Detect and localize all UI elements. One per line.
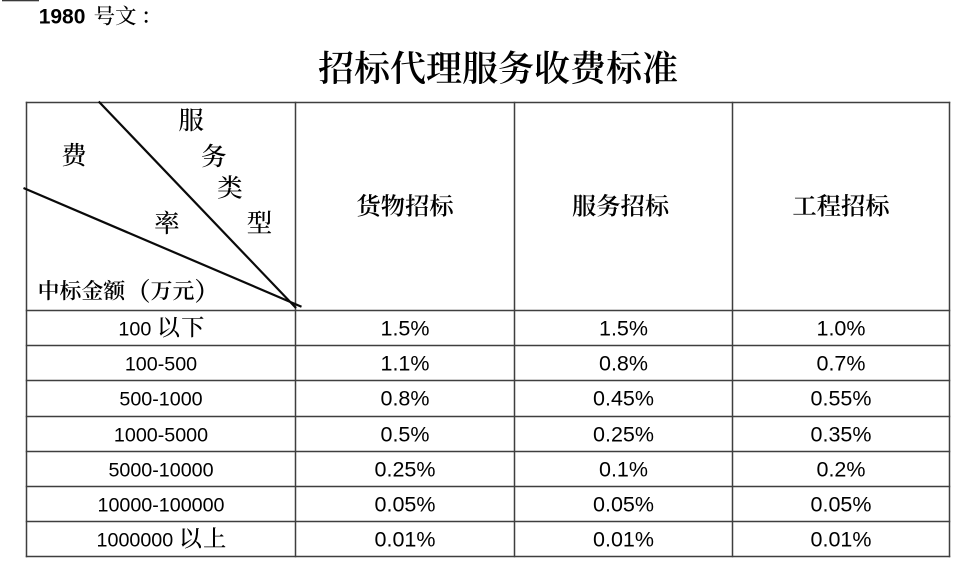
svg-text:1000-5000: 1000-5000	[114, 425, 208, 447]
svg-text:0.8%: 0.8%	[599, 352, 648, 376]
svg-text:0.05%: 0.05%	[375, 493, 436, 517]
svg-text:100: 100	[118, 319, 151, 341]
svg-text:0.7%: 0.7%	[816, 352, 865, 376]
svg-text:100-500: 100-500	[125, 354, 197, 376]
svg-text:0.55%: 0.55%	[811, 387, 872, 411]
svg-text:0.25%: 0.25%	[375, 458, 436, 482]
svg-text:0.1%: 0.1%	[599, 458, 648, 482]
svg-text:0.01%: 0.01%	[593, 528, 654, 552]
svg-text:0.05%: 0.05%	[811, 493, 872, 517]
svg-text:0.05%: 0.05%	[593, 493, 654, 517]
svg-text:0.01%: 0.01%	[375, 528, 436, 552]
svg-text:10000-100000: 10000-100000	[98, 495, 225, 517]
svg-text:0.01%: 0.01%	[811, 528, 872, 552]
svg-text:1.5%: 1.5%	[380, 317, 429, 341]
svg-text:1.5%: 1.5%	[599, 317, 648, 341]
svg-text:0.35%: 0.35%	[811, 423, 872, 447]
svg-text:0.2%: 0.2%	[816, 458, 865, 482]
svg-text:0.5%: 0.5%	[380, 423, 429, 447]
svg-text:0.45%: 0.45%	[593, 387, 654, 411]
svg-text:1980: 1980	[39, 5, 86, 28]
svg-text:1000000: 1000000	[97, 530, 174, 552]
svg-text:5000-10000: 5000-10000	[108, 460, 213, 482]
svg-text:500-1000: 500-1000	[119, 389, 202, 411]
svg-text:0.8%: 0.8%	[380, 387, 429, 411]
svg-text:1.0%: 1.0%	[816, 317, 865, 341]
svg-text:1.1%: 1.1%	[380, 352, 429, 376]
svg-text:0.25%: 0.25%	[593, 423, 654, 447]
